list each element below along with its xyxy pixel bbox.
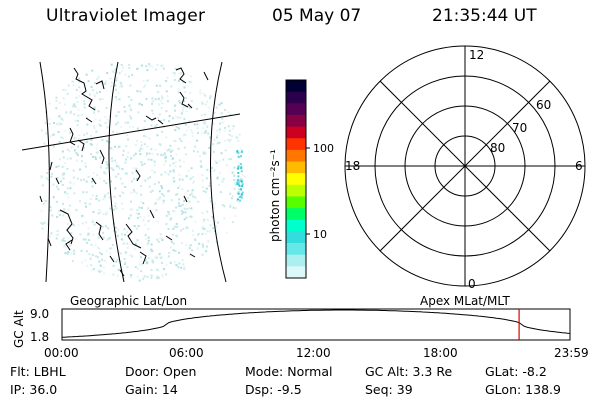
altitude-timeline[interactable]: Geographic Lat/Lon Apex MLat/MLT GC Alt … [12, 294, 589, 360]
info-ip: IP: 36.0 [10, 382, 57, 397]
info-gain: Gain: 14 [125, 382, 178, 397]
geographic-image[interactable] [21, 61, 246, 283]
timeline-y-title: GC Alt [12, 310, 26, 348]
color-bar-cell [286, 208, 306, 221]
timeline-y-tick: 9.0 [30, 307, 49, 321]
color-bar-cell [286, 149, 306, 163]
mlt-label-noon: 12 [469, 48, 484, 62]
color-bar-cell [286, 80, 306, 93]
color-bar-cell [286, 266, 306, 279]
longitude-line [210, 61, 227, 283]
longitude-line [39, 61, 50, 283]
info-mode: Mode: Normal [245, 364, 332, 379]
timeline-x-tick: 00:00 [44, 346, 79, 360]
polar-mlat-mlt-dial[interactable] [344, 45, 586, 287]
color-bar-cell [286, 173, 306, 186]
color-bar-cell [286, 161, 306, 174]
color-bar-cell [286, 91, 306, 104]
info-glon: GLon: 138.9 [485, 382, 561, 397]
color-bar-cell [286, 196, 306, 209]
apex-label: Apex MLat/MLT [420, 294, 510, 308]
color-bar-label: photon cm⁻²s⁻¹ [268, 149, 282, 242]
instrument-title: Ultraviolet Imager [46, 6, 206, 26]
coastline [39, 67, 209, 277]
color-bar-cell [286, 254, 306, 267]
mlt-label-dawn: 6 [575, 159, 583, 173]
altitude-curve [61, 309, 571, 338]
color-bar-cell [286, 138, 306, 151]
color-bar-cell [286, 103, 306, 116]
color-bar-cell [286, 114, 306, 128]
aurora-emission-speckle [40, 63, 246, 282]
mlt-label-midnight: 0 [468, 277, 476, 291]
observation-time: 21:35:44 UT [432, 6, 537, 26]
timeline-x-tick: 23:59 [554, 346, 589, 360]
polar-meridian [379, 80, 551, 252]
info-glat: GLat: -8.2 [485, 364, 547, 379]
timeline-frame [61, 308, 571, 341]
color-bar-cell [286, 231, 306, 244]
info-filter: Flt: LBHL [10, 364, 66, 379]
timeline-x-tick: 12:00 [296, 346, 331, 360]
color-bar-tick-label: 100 [313, 142, 334, 155]
color-bar-cell [286, 219, 306, 232]
info-door: Door: Open [125, 364, 196, 379]
mlat-label-60: 60 [536, 98, 551, 112]
geographic-label: Geographic Lat/Lon [70, 294, 187, 308]
color-bar-cell [286, 184, 306, 197]
info-seq: Seq: 39 [365, 382, 413, 397]
color-bar-cell [286, 126, 306, 139]
color-bar: 100 10 photon cm⁻²s⁻¹ [268, 79, 334, 279]
observation-date: 05 May 07 [272, 6, 362, 26]
timeline-x-tick: 18:00 [423, 346, 458, 360]
mlt-label-dusk: 18 [345, 159, 360, 173]
latitude-line [21, 113, 241, 151]
info-dsp: Dsp: -9.5 [245, 382, 302, 397]
color-bar-cells [286, 80, 306, 279]
mlat-label-70: 70 [512, 121, 527, 135]
color-bar-tick-label: 10 [313, 228, 327, 241]
longitude-line [108, 61, 125, 283]
info-gc-alt: GC Alt: 3.3 Re [365, 364, 452, 379]
timeline-x-tick: 06:00 [169, 346, 204, 360]
mlat-label-80: 80 [490, 141, 505, 155]
timeline-y-tick: 1.8 [30, 330, 49, 344]
color-bar-cell [286, 243, 306, 256]
color-bar-frame [285, 79, 307, 279]
